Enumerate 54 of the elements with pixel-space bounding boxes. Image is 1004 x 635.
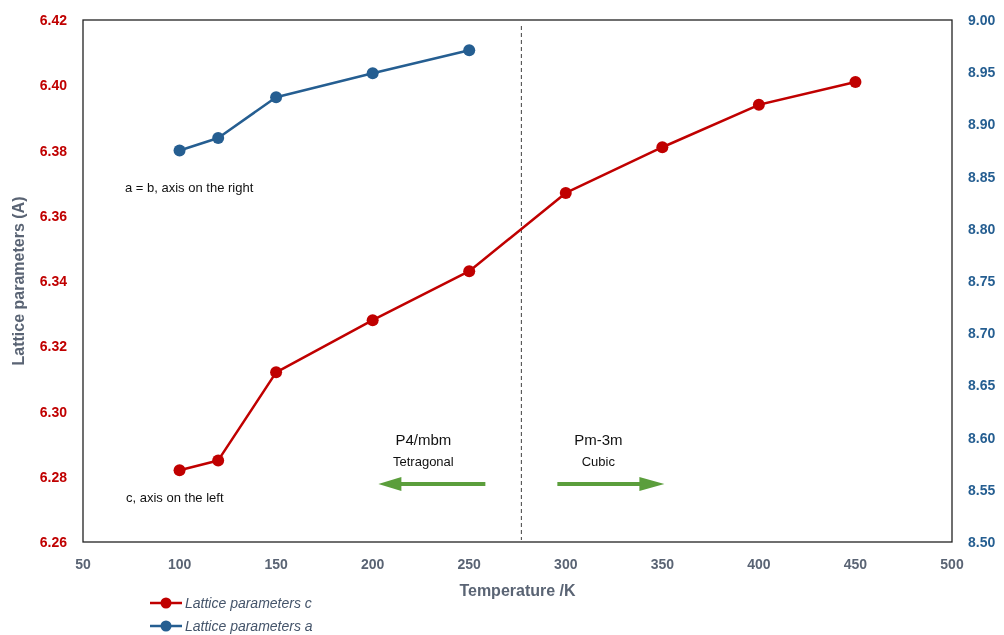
point bbox=[173, 144, 186, 157]
x-tick-label: 350 bbox=[650, 556, 675, 572]
point bbox=[173, 464, 186, 477]
y-tick-label: 6.30 bbox=[39, 403, 68, 420]
point bbox=[366, 314, 379, 327]
y2-tick-label: 8.90 bbox=[968, 116, 996, 133]
y2-tick-label: 8.65 bbox=[968, 377, 996, 394]
annotation: Pm-3m bbox=[574, 431, 623, 448]
annotation: a = b, axis on the right bbox=[125, 180, 254, 195]
point bbox=[463, 265, 476, 278]
x-tick-label: 500 bbox=[940, 556, 964, 572]
point bbox=[270, 91, 283, 104]
y2-tick-label: 8.60 bbox=[968, 429, 996, 446]
point bbox=[366, 67, 379, 80]
y-axis-title: Lattice parameters (A) bbox=[10, 196, 27, 366]
y-tick-label: 6.38 bbox=[39, 142, 68, 159]
legend-label: Lattice parameters a bbox=[185, 618, 313, 634]
y-tick-label: 6.26 bbox=[39, 534, 68, 550]
y-tick-label: 6.40 bbox=[39, 77, 68, 94]
x-tick-label: 200 bbox=[360, 556, 385, 572]
y-tick-label: 6.32 bbox=[39, 338, 68, 355]
y2-tick-label: 8.55 bbox=[968, 481, 996, 498]
x-tick-label: 250 bbox=[457, 556, 482, 572]
y2-tick-label: 8.75 bbox=[968, 273, 996, 289]
x-tick-label: 300 bbox=[554, 556, 578, 572]
annotation: Tetragonal bbox=[393, 454, 454, 469]
point bbox=[559, 186, 572, 199]
point bbox=[212, 131, 225, 144]
point bbox=[463, 44, 476, 57]
annotation: Cubic bbox=[581, 454, 616, 469]
y-tick-label: 6.36 bbox=[39, 207, 68, 224]
y-tick-label: 6.28 bbox=[39, 468, 68, 485]
point bbox=[849, 75, 862, 88]
x-tick-label: 400 bbox=[747, 556, 771, 572]
legend-label: Lattice parameters c bbox=[185, 595, 312, 611]
annotation: P4/mbm bbox=[395, 431, 452, 448]
y2-tick-label: 8.50 bbox=[968, 534, 996, 550]
point bbox=[752, 98, 765, 111]
x-tick-label: 50 bbox=[75, 556, 91, 572]
y2-tick-label: 8.85 bbox=[968, 168, 996, 185]
x-tick-label: 150 bbox=[264, 556, 288, 572]
y2-tick-label: 9.00 bbox=[968, 12, 996, 28]
x-tick-label: 450 bbox=[843, 556, 868, 572]
point bbox=[212, 454, 225, 467]
y-tick-label: 6.34 bbox=[39, 273, 68, 289]
point bbox=[656, 141, 669, 154]
x-tick-label: 100 bbox=[167, 556, 192, 572]
point bbox=[270, 366, 283, 379]
annotation: c, axis on the left bbox=[126, 490, 224, 505]
y2-tick-label: 8.70 bbox=[968, 325, 996, 342]
y2-tick-label: 8.80 bbox=[968, 220, 996, 237]
y2-tick-label: 8.95 bbox=[968, 64, 996, 81]
y-tick-label: 6.42 bbox=[39, 12, 68, 28]
x-axis-title: Temperature /K bbox=[459, 582, 577, 599]
